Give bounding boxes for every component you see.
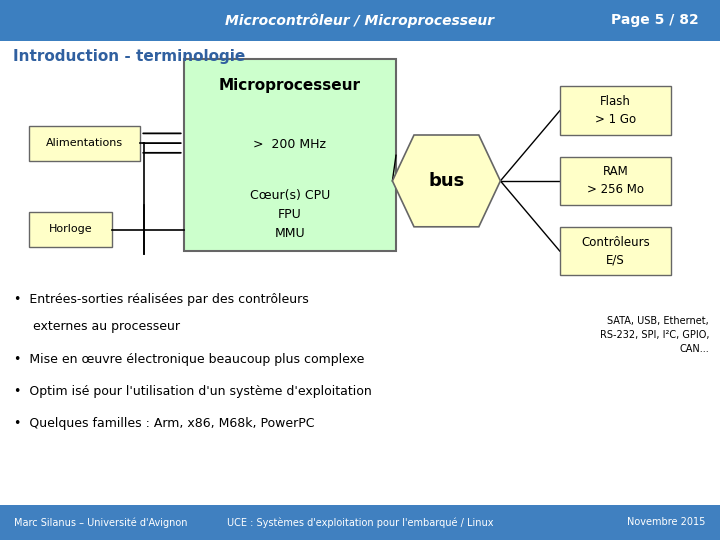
Text: •  Optim isé pour l'utilisation d'un système d'exploitation: • Optim isé pour l'utilisation d'un syst… [14,385,372,398]
Text: Novembre 2015: Novembre 2015 [627,517,706,528]
FancyBboxPatch shape [560,227,671,275]
Text: Contrôleurs
E/S: Contrôleurs E/S [581,235,650,267]
Polygon shape [392,135,500,227]
FancyBboxPatch shape [184,59,396,251]
FancyBboxPatch shape [29,212,112,247]
Text: RAM
> 256 Mo: RAM > 256 Mo [587,165,644,197]
Text: externes au processeur: externes au processeur [25,320,180,333]
Text: Horloge: Horloge [48,225,92,234]
Text: Cœur(s) CPU
FPU
MMU: Cœur(s) CPU FPU MMU [250,189,330,240]
Text: Introduction - terminologie: Introduction - terminologie [13,49,246,64]
Text: •  Mise en œuvre électronique beaucoup plus complexe: • Mise en œuvre électronique beaucoup pl… [14,353,365,366]
Text: SATA, USB, Ethernet,
RS-232, SPI, I²C, GPIO,
CAN...: SATA, USB, Ethernet, RS-232, SPI, I²C, G… [600,316,709,354]
FancyBboxPatch shape [29,125,140,160]
Text: •  Entrées-sorties réalisées par des contrôleurs: • Entrées-sorties réalisées par des cont… [14,293,309,306]
Text: Flash
> 1 Go: Flash > 1 Go [595,95,636,126]
Text: UCE : Systèmes d'exploitation pour l'embarqué / Linux: UCE : Systèmes d'exploitation pour l'emb… [227,517,493,528]
Text: Alimentations: Alimentations [46,138,123,148]
Text: Microprocesseur: Microprocesseur [219,78,361,93]
Bar [0,505,720,540]
Text: •  Quelques familles : Arm, x86, M68k, PowerPC: • Quelques familles : Arm, x86, M68k, Po… [14,417,315,430]
Text: Microcontrôleur / Microprocesseur: Microcontrôleur / Microprocesseur [225,13,495,28]
Bar [0,0,720,40]
Text: >  200 MHz: > 200 MHz [253,138,326,151]
Text: bus: bus [428,172,464,190]
FancyBboxPatch shape [560,157,671,205]
Text: Marc Silanus – Université d'Avignon: Marc Silanus – Université d'Avignon [14,517,188,528]
Text: Page 5 / 82: Page 5 / 82 [611,14,698,27]
FancyBboxPatch shape [560,86,671,135]
